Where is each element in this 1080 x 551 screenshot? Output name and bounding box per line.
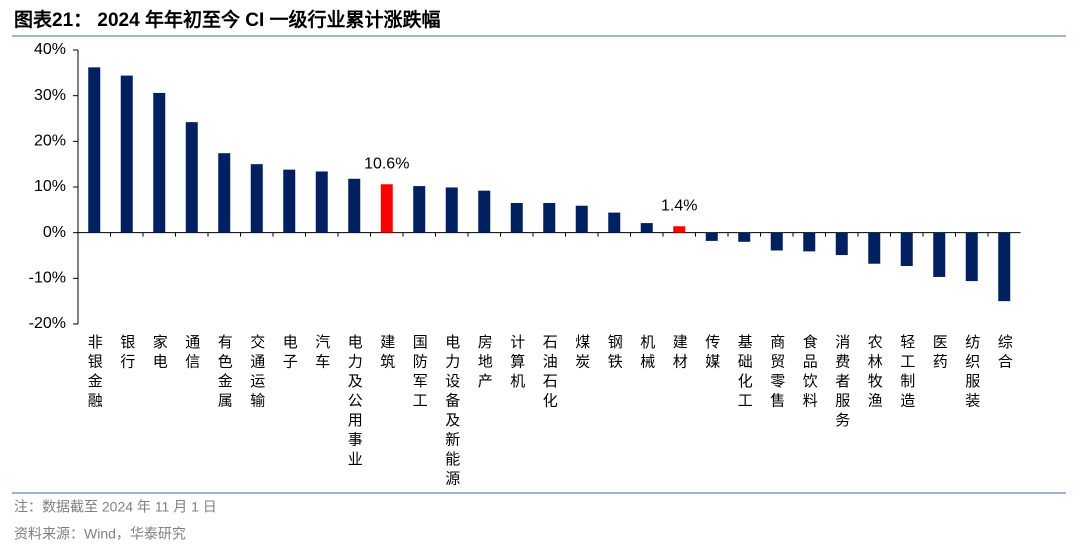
x-tick-label: 建筑	[378, 334, 395, 373]
bar	[803, 232, 816, 252]
bar	[543, 202, 556, 233]
bar	[153, 92, 166, 233]
bar	[998, 232, 1011, 302]
x-tick-label: 轻工制造	[898, 334, 915, 412]
x-tick-label: 银行	[118, 334, 135, 373]
bar	[218, 153, 231, 233]
x-tick-label: 综合	[996, 334, 1013, 373]
x-tick-label: 纺织服装	[963, 334, 980, 412]
note: 注：数据截至 2024 年 11 月 1 日	[14, 499, 217, 515]
bar	[380, 184, 393, 233]
bar	[250, 164, 263, 233]
bar	[640, 223, 653, 233]
x-tick-label: 农林牧渔	[866, 334, 883, 412]
bar	[185, 122, 198, 233]
bar	[738, 232, 751, 242]
source: 资料来源：Wind，华泰研究	[14, 526, 186, 542]
x-tick-label: 建材	[671, 334, 688, 373]
x-tick-label: 家电	[151, 334, 168, 373]
bar	[478, 190, 491, 233]
data-label: 1.4%	[661, 197, 697, 214]
bar	[770, 232, 783, 251]
bar	[835, 232, 848, 256]
x-tick-label: 汽车	[313, 334, 330, 373]
bar	[120, 75, 133, 233]
y-tick-label: 20%	[34, 133, 66, 150]
y-tick-label: -10%	[29, 270, 66, 287]
x-tick-label: 食品饮料	[801, 334, 818, 412]
y-tick-label: 30%	[34, 87, 66, 104]
x-tick-label: 通信	[183, 334, 200, 373]
x-tick-label: 煤炭	[573, 334, 590, 373]
bar	[673, 226, 686, 233]
y-tick-label: -20%	[29, 315, 66, 332]
x-tick-label: 基础化工	[736, 334, 753, 412]
x-tick-label: 非银金融	[86, 334, 103, 412]
bar	[445, 187, 458, 233]
chart-title: 图表21： 2024 年年初至今 CI 一级行业累计涨跌幅	[14, 8, 441, 31]
y-tick-label: 10%	[34, 178, 66, 195]
x-tick-label: 电力设备及新能源	[443, 334, 460, 490]
x-tick-label: 电子	[281, 334, 298, 373]
bar	[348, 178, 361, 233]
y-tick-label: 0%	[43, 224, 66, 241]
bar	[575, 205, 588, 233]
bar	[283, 169, 296, 233]
bar	[315, 171, 328, 233]
x-tick-label: 钢铁	[606, 334, 623, 373]
bar	[510, 202, 523, 233]
x-tick-label: 医药	[931, 334, 948, 373]
x-tick-label: 国防军工	[411, 334, 428, 412]
x-tick-label: 计算机	[508, 334, 525, 393]
x-tick-label: 传媒	[703, 334, 720, 373]
x-tick-label: 石油石化	[541, 334, 558, 412]
bar	[608, 212, 621, 233]
bar	[965, 232, 978, 282]
bar	[900, 232, 913, 267]
x-tick-label: 电力及公用事业	[346, 334, 363, 471]
bar	[88, 67, 101, 233]
x-tick-label: 商贸零售	[768, 334, 785, 412]
y-tick-label: 40%	[34, 41, 66, 58]
bar	[413, 186, 426, 233]
data-label: 10.6%	[364, 155, 409, 172]
x-tick-label: 消费者服务	[833, 334, 850, 432]
x-tick-label: 房地产	[476, 334, 493, 393]
bar	[868, 232, 881, 264]
bar	[933, 232, 946, 277]
x-tick-label: 有色金属	[216, 334, 233, 412]
x-tick-label: 机械	[638, 334, 655, 373]
x-tick-label: 交通运输	[248, 333, 265, 412]
bar	[705, 232, 718, 241]
